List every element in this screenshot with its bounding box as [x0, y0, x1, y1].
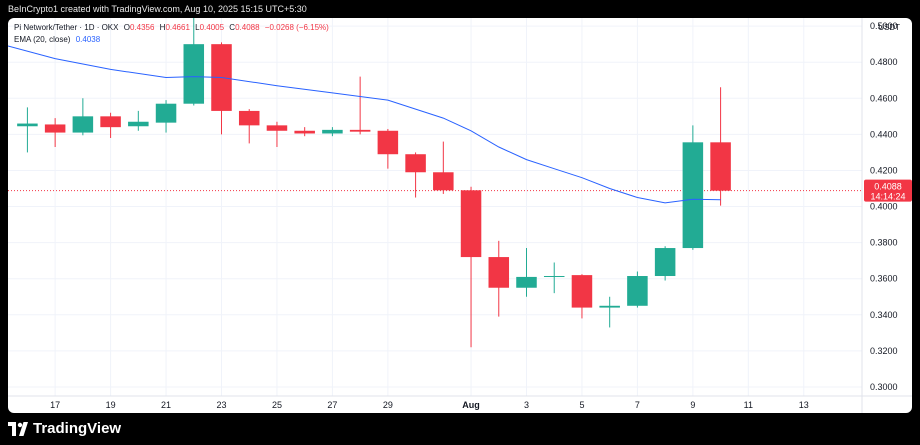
candle-body-down	[44, 124, 66, 133]
open-label: O	[123, 23, 130, 32]
open-value: 0.4356	[129, 23, 155, 32]
x-tick-label: 11	[744, 400, 753, 410]
bar-countdown: 14:14:24	[870, 192, 905, 202]
candle-body-up	[128, 121, 149, 127]
x-tick-label: 17	[50, 400, 60, 410]
ema-legend-row[interactable]: EMA (20, close) 0.4038	[14, 34, 329, 46]
y-tick-label: 0.3800	[870, 238, 898, 248]
y-tick-label: 0.3600	[870, 274, 898, 284]
y-tick-label: 0.4800	[870, 57, 898, 67]
ema-value: 0.4038	[75, 35, 101, 44]
y-tick-label: 0.4200	[870, 165, 898, 175]
x-tick-label: 13	[799, 400, 809, 410]
close-label: C	[229, 23, 236, 32]
candle-body-up	[72, 116, 94, 133]
candle-body-up	[155, 103, 177, 123]
x-tick-label: 5	[579, 400, 584, 410]
y-tick-label: 0.5000	[870, 21, 898, 31]
candle-body-up	[543, 276, 565, 278]
chart-canvas[interactable]: 0.5000 0.4800 0.4600 0.4400 0.4200 0.4000 0.38…	[8, 18, 912, 413]
candle-body-down	[266, 125, 288, 131]
y-tick-label: 0.3000	[870, 382, 898, 392]
footer-bar: TradingView	[0, 413, 920, 445]
ema-line	[8, 45, 721, 204]
candle-body-up	[682, 142, 704, 249]
high-value: 0.4661	[165, 23, 190, 32]
x-tick-label: 19	[106, 400, 116, 410]
x-tick-label: 29	[383, 400, 393, 410]
last-price-tag	[864, 179, 912, 202]
candle-body-up	[599, 305, 620, 308]
candle-body-down	[405, 154, 426, 173]
low-label: L	[195, 23, 200, 32]
ema-label: EMA (20, close)	[14, 35, 71, 44]
high-label: H	[159, 23, 166, 32]
change-value: −0.0268 (−6.15%)	[264, 23, 329, 32]
y-tick-label: 0.3400	[870, 310, 898, 320]
y-tick-label: 0.4400	[870, 129, 898, 139]
candle-body-up	[322, 129, 343, 134]
candle-body-up	[183, 44, 205, 104]
close-value: 0.4088	[235, 23, 260, 32]
candle-body-down	[294, 130, 315, 134]
x-tick-label: 7	[635, 400, 640, 410]
tradingview-logo-icon	[8, 422, 28, 436]
last-price-value: 0.4088	[874, 182, 902, 192]
ohlc-legend-row: Pi Network/Tether · 1D · OKX O0.4356 H0.…	[14, 22, 329, 34]
candle-body-up	[654, 248, 676, 277]
candle-body-down	[571, 275, 593, 308]
candle-body-down	[710, 142, 731, 191]
x-tick-label: Aug	[462, 400, 480, 410]
x-tick-label: 27	[327, 400, 337, 410]
header-caption: BeInCrypto1 created with TradingView.com…	[8, 4, 307, 14]
low-value: 0.4005	[199, 23, 225, 32]
candle-body-down	[460, 190, 482, 258]
candle-body-down	[100, 116, 121, 128]
y-tick-label: 0.4600	[870, 93, 898, 103]
chart-legend: Pi Network/Tether · 1D · OKX O0.4356 H0.…	[14, 22, 329, 46]
symbol-label[interactable]: Pi Network/Tether · 1D · OKX	[14, 23, 119, 32]
candle-body-down	[377, 130, 399, 155]
candle-body-down	[238, 110, 260, 126]
header-bar: BeInCrypto1 created with TradingView.com…	[0, 0, 920, 18]
x-tick-label: 25	[272, 400, 282, 410]
candle-body-down	[349, 129, 371, 132]
candle-body-up	[516, 276, 537, 288]
candle-body-up	[627, 276, 648, 306]
x-tick-label: 23	[216, 400, 226, 410]
x-tick-label: 21	[161, 400, 171, 410]
price-axis-currency[interactable]: USDT	[878, 23, 900, 32]
candle-body-down	[488, 257, 510, 288]
candle-body-down	[433, 172, 454, 191]
brand-name: TradingView	[33, 420, 122, 437]
chart-panel[interactable]: 0.5000 0.4800 0.4600 0.4400 0.4200 0.4000 0.38…	[8, 18, 912, 413]
x-tick-label: 3	[524, 400, 529, 410]
candle-body-up	[17, 123, 38, 127]
y-tick-label: 0.4000	[870, 202, 898, 212]
x-tick-label: 9	[690, 400, 695, 410]
y-tick-label: 0.3200	[870, 346, 898, 356]
